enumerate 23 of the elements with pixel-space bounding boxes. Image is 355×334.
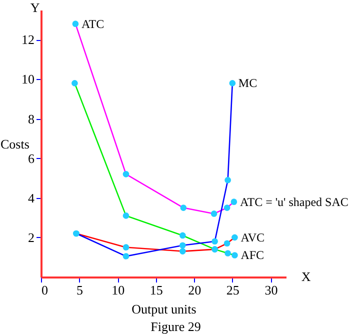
series-label: AVC — [240, 230, 264, 244]
y-axis-title: Costs — [0, 136, 30, 152]
text: Y — [30, 0, 40, 15]
x-axis-title: Output units — [132, 302, 196, 316]
annotation: ATC = 'u' shaped SAC — [240, 194, 348, 209]
x-tick-label: 25 — [226, 282, 240, 298]
y-tick-label: 4 — [28, 190, 35, 206]
x-tick-label: 10 — [112, 282, 125, 298]
y-tick-label: 12 — [22, 32, 34, 48]
y-tick-label: 10 — [22, 72, 34, 87]
x-tick-label: 20 — [188, 282, 202, 298]
x-tick-label: 15 — [150, 282, 163, 298]
x-tick-label: 30 — [264, 282, 278, 298]
y-tick-label: 8 — [28, 111, 34, 126]
x-tick-label: 5 — [76, 282, 84, 298]
caption: Figure 29 — [150, 319, 201, 334]
text: X — [301, 269, 312, 284]
x-tick-label: 0 — [42, 282, 48, 298]
series-label: AFC — [240, 248, 264, 262]
series-label: MC — [238, 76, 258, 90]
annotation: ATC — [81, 16, 104, 31]
y-tick-label: 6 — [28, 150, 35, 166]
y-tick-label: 2 — [28, 230, 34, 245]
